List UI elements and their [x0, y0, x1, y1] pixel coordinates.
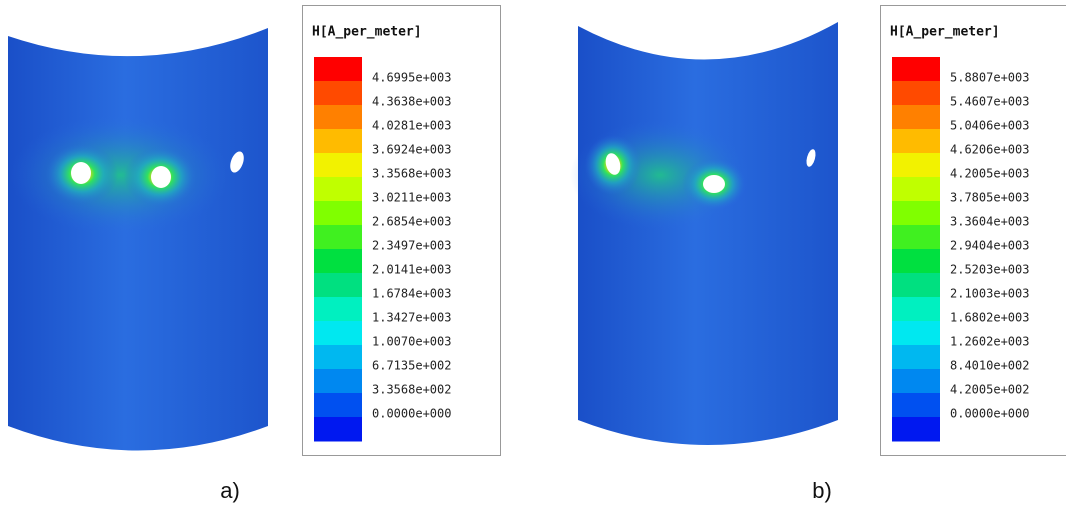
legend-label: 1.3427e+003 [372, 311, 451, 325]
legend-label: 1.6802e+003 [950, 311, 1029, 325]
legend-label: 3.3604e+003 [950, 215, 1029, 229]
legend-label: 2.9404e+003 [950, 239, 1029, 253]
color-band [892, 393, 940, 418]
color-band [314, 225, 362, 250]
color-band [314, 105, 362, 130]
panel-label: b) [812, 478, 832, 503]
color-band [892, 201, 940, 226]
color-band [892, 249, 940, 274]
legend-label: 4.2005e+003 [950, 167, 1029, 181]
legend: H[A_per_meter] 5.8807e+003 5.4607e+003 5.04… [881, 6, 1066, 456]
color-band [314, 81, 362, 106]
color-band [892, 369, 940, 394]
color-band [892, 177, 940, 202]
color-band [314, 177, 362, 202]
color-band [314, 153, 362, 178]
color-band [892, 81, 940, 106]
legend-label: 3.0211e+003 [372, 191, 451, 205]
legend-label: 1.2602e+003 [950, 335, 1029, 349]
color-band [892, 153, 940, 178]
legend-label: 1.6784e+003 [372, 287, 451, 301]
color-band [314, 369, 362, 394]
legend-label: 5.0406e+003 [950, 119, 1029, 133]
legend-label: 4.6995e+003 [372, 71, 451, 85]
figure: H[A_per_meter] 4.6995e+003 4.3638e+003 4.02… [0, 0, 1066, 529]
color-band [314, 345, 362, 370]
legend-label: 5.8807e+003 [950, 71, 1029, 85]
color-band [314, 393, 362, 418]
legend-label: 4.0281e+003 [372, 119, 451, 133]
color-band [892, 417, 940, 442]
color-band [892, 57, 940, 82]
legend-label: 0.0000e+000 [950, 407, 1029, 421]
legend-title: H[A_per_meter] [312, 25, 422, 40]
legend-title: H[A_per_meter] [890, 25, 1000, 40]
color-band [892, 225, 940, 250]
cylinder-b [570, 22, 838, 445]
legend-label: 5.4607e+003 [950, 95, 1029, 109]
legend-label: 0.0000e+000 [372, 407, 451, 421]
legend-label: 8.4010e+002 [950, 359, 1029, 373]
cylinder-a [8, 28, 268, 451]
color-band [892, 273, 940, 298]
color-band [892, 321, 940, 346]
legend: H[A_per_meter] 4.6995e+003 4.3638e+003 4.02… [303, 6, 501, 456]
panel-label: a) [220, 478, 240, 503]
legend-label: 3.3568e+002 [372, 383, 451, 397]
color-band [314, 249, 362, 274]
color-band [314, 297, 362, 322]
color-band [314, 417, 362, 442]
legend-label: 3.6924e+003 [372, 143, 451, 157]
color-band [892, 297, 940, 322]
color-band [314, 129, 362, 154]
color-band [314, 321, 362, 346]
color-band [892, 129, 940, 154]
color-band [314, 273, 362, 298]
legend-label: 1.0070e+003 [372, 335, 451, 349]
legend-label: 2.1003e+003 [950, 287, 1029, 301]
legend-label: 2.3497e+003 [372, 239, 451, 253]
legend-label: 2.5203e+003 [950, 263, 1029, 277]
legend-label: 2.0141e+003 [372, 263, 451, 277]
color-band [892, 105, 940, 130]
legend-label: 4.2005e+002 [950, 383, 1029, 397]
color-band [314, 201, 362, 226]
legend-label: 2.6854e+003 [372, 215, 451, 229]
legend-label: 3.7805e+003 [950, 191, 1029, 205]
legend-label: 6.7135e+002 [372, 359, 451, 373]
legend-label: 4.3638e+003 [372, 95, 451, 109]
legend-label: 3.3568e+003 [372, 167, 451, 181]
color-band [314, 57, 362, 82]
color-band [892, 345, 940, 370]
legend-label: 4.6206e+003 [950, 143, 1029, 157]
